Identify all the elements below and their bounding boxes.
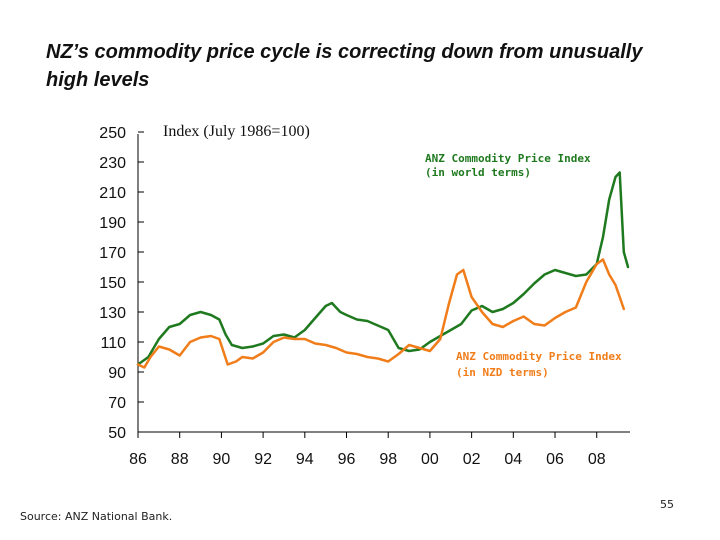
y-tick-label: 110 xyxy=(100,335,126,352)
y-tick-label: 50 xyxy=(108,425,126,442)
x-tick-label: 04 xyxy=(504,451,522,468)
y-tick-label: 130 xyxy=(99,305,126,322)
source-note: Source: ANZ National Bank. xyxy=(20,510,173,523)
x-tick-label: 94 xyxy=(296,451,314,468)
y-tick-label: 250 xyxy=(99,125,126,142)
y-tick-label: 90 xyxy=(108,365,126,382)
x-tick-label: 98 xyxy=(379,451,397,468)
y-tick-label: 230 xyxy=(99,155,126,172)
page-number: 55 xyxy=(660,498,674,511)
y-tick-label: 150 xyxy=(99,275,126,292)
x-tick-label: 00 xyxy=(421,451,439,468)
series-label-world-line2: (in world terms) xyxy=(425,166,531,179)
y-tick-label: 190 xyxy=(99,215,126,232)
x-tick-label: 88 xyxy=(171,451,189,468)
x-tick-label: 06 xyxy=(546,451,564,468)
y-tick-label: 210 xyxy=(99,185,126,202)
chart-title: NZ’s commodity price cycle is correcting… xyxy=(46,41,643,91)
x-tick-label: 02 xyxy=(463,451,481,468)
series-label-world-line1: ANZ Commodity Price Index xyxy=(425,152,591,165)
x-tick-label: 92 xyxy=(254,451,272,468)
x-tick-label: 96 xyxy=(338,451,356,468)
series-label-nzd-line2: (in NZD terms) xyxy=(456,366,549,379)
x-tick-label: 90 xyxy=(213,451,231,468)
x-axis: 86 88 90 92 94 96 98 00 02 04 06 08 xyxy=(129,431,630,468)
x-tick-label: 08 xyxy=(588,451,606,468)
y-axis: 50 70 90 110 130 150 170 190 210 230 250 xyxy=(99,125,144,442)
y-tick-label: 170 xyxy=(99,245,126,262)
series-layer xyxy=(136,171,630,369)
y-axis-unit-label: Index (July 1986=100) xyxy=(163,123,310,140)
series-line-nzd-terms xyxy=(136,258,626,369)
series-label-nzd-line1: ANZ Commodity Price Index xyxy=(456,350,622,363)
series-line-world-terms xyxy=(136,171,630,366)
y-tick-label: 70 xyxy=(108,395,126,412)
x-tick-label: 86 xyxy=(129,451,147,468)
